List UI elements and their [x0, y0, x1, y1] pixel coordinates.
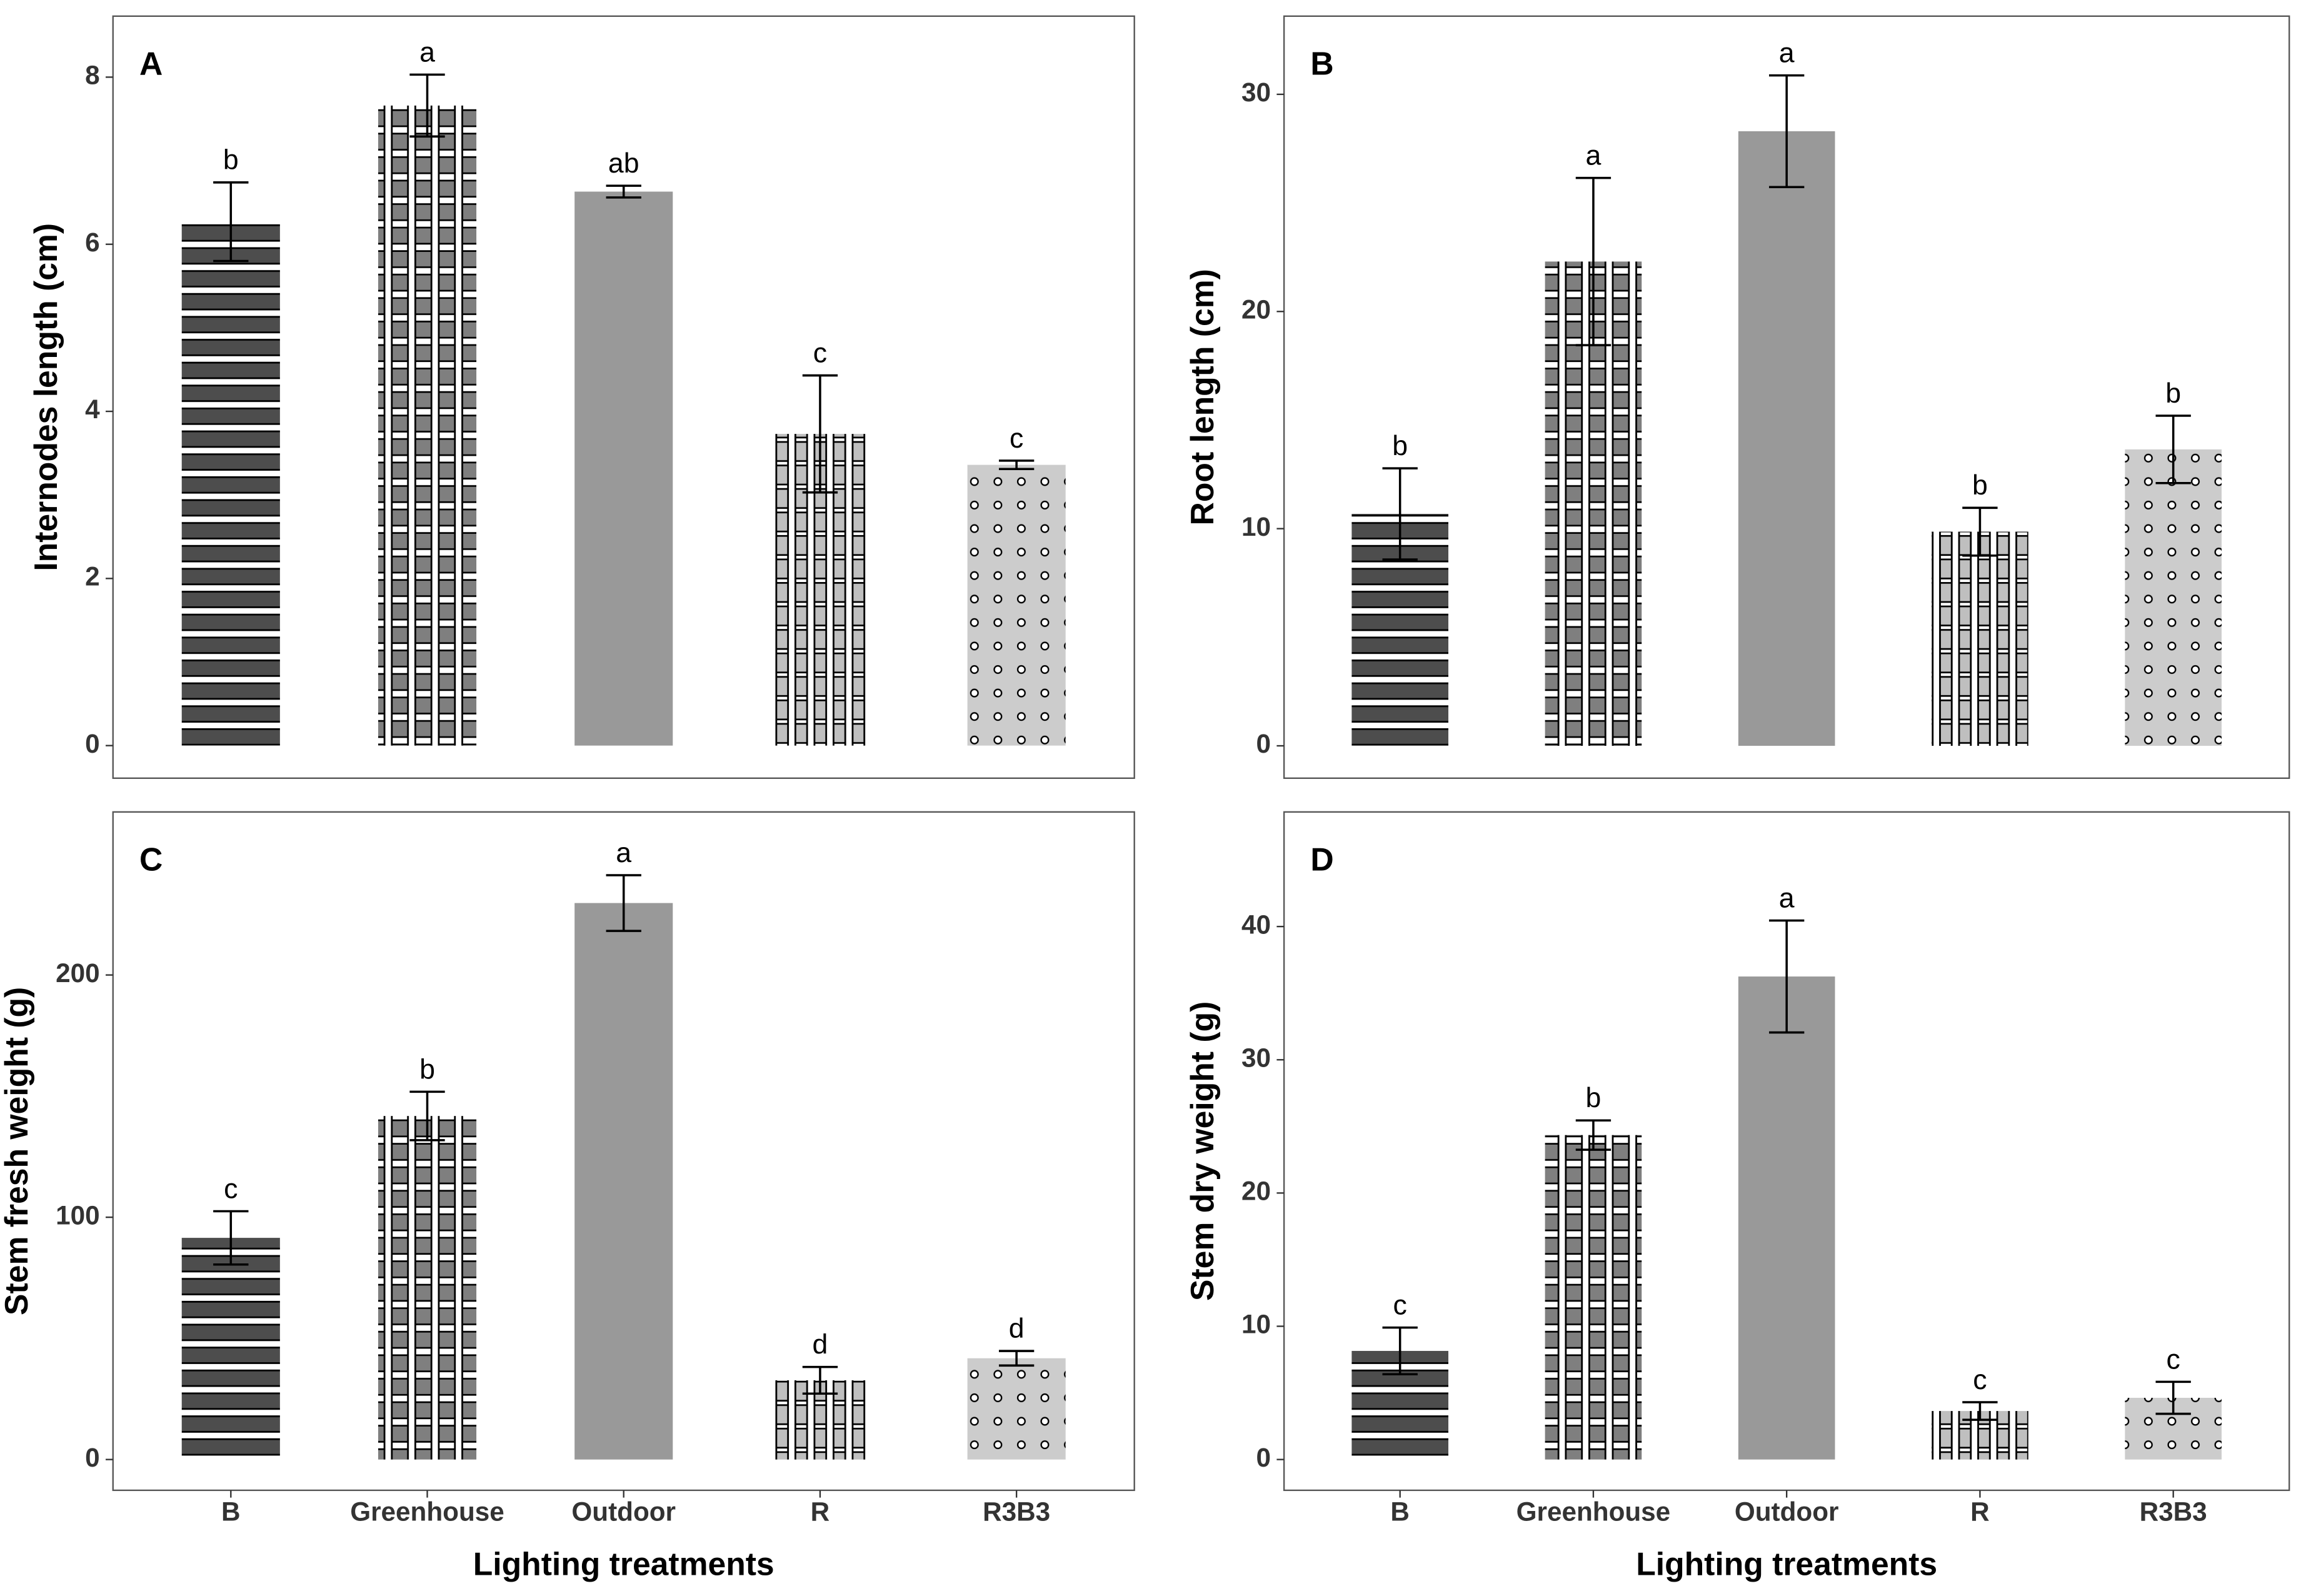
panel-label: B	[1310, 45, 1333, 81]
bar	[967, 464, 1066, 746]
plot-frame	[112, 15, 1135, 779]
significance-letter: c	[2167, 1344, 2180, 1375]
error-bar	[802, 374, 838, 494]
significance-letter: ab	[608, 148, 639, 179]
x-tick-label: Outdoor	[1735, 1497, 1839, 1527]
bar	[1932, 531, 2028, 746]
error-bar	[802, 1365, 838, 1395]
y-tick-label: 10	[1241, 512, 1271, 541]
x-tick-label: Outdoor	[571, 1497, 676, 1527]
x-axis-label: Lighting treatments	[473, 1546, 775, 1582]
y-tick-label: 200	[56, 958, 99, 988]
plot-frame	[1283, 15, 2290, 779]
y-axis-label: Internodes length (cm)	[28, 223, 64, 571]
y-tick-label: 2	[85, 562, 99, 591]
x-tick-label: R3B3	[983, 1497, 1050, 1527]
error-bar	[1575, 176, 1612, 346]
panel-label: C	[139, 841, 163, 877]
significance-letter: a	[419, 37, 435, 68]
significance-letter: b	[2165, 378, 2181, 409]
bar	[1738, 976, 1835, 1460]
error-bar	[998, 1350, 1035, 1367]
significance-letter: a	[1779, 38, 1795, 69]
significance-letter: b	[1586, 1083, 1602, 1113]
significance-letter: d	[813, 1330, 828, 1360]
y-tick-label: 6	[85, 228, 99, 257]
y-tick-label: 20	[1241, 1177, 1271, 1206]
bar	[378, 105, 477, 746]
significance-letter: c	[813, 338, 827, 368]
error-bar	[1962, 506, 1998, 557]
significance-letter: a	[616, 838, 631, 868]
x-tick-label: B	[1390, 1497, 1410, 1527]
y-tick-label: 8	[85, 61, 99, 90]
error-bar	[213, 1210, 249, 1266]
error-bar	[1769, 74, 1805, 188]
x-tick-label: Greenhouse	[1516, 1497, 1670, 1527]
error-bar	[2155, 1380, 2191, 1415]
bar	[181, 1238, 280, 1460]
x-tick-label: R	[811, 1497, 830, 1527]
error-bar	[213, 181, 249, 263]
significance-letter: c	[1973, 1365, 1987, 1395]
y-tick-label: 10	[1241, 1310, 1271, 1339]
error-bar	[409, 1090, 445, 1142]
error-bar	[1769, 919, 1805, 1034]
bar	[181, 221, 280, 746]
bar	[2125, 449, 2222, 746]
bar	[967, 1358, 1066, 1460]
x-tick-label: R3B3	[2140, 1497, 2207, 1527]
error-bar	[1382, 467, 1418, 561]
x-axis-label: Lighting treatments	[1636, 1546, 1937, 1582]
significance-letter: b	[419, 1054, 435, 1085]
y-tick-label: 0	[1256, 1443, 1271, 1472]
significance-letter: a	[1586, 141, 1602, 171]
significance-letter: c	[1393, 1290, 1407, 1321]
y-tick-label: 4	[85, 394, 100, 424]
y-tick-label: 0	[85, 729, 99, 758]
bar	[1545, 1135, 1642, 1460]
error-bar	[409, 73, 445, 138]
y-tick-label: 30	[1241, 1043, 1271, 1072]
y-tick-label: 20	[1241, 294, 1271, 324]
error-bar	[998, 459, 1035, 471]
y-axis-label: Stem dry weight (g)	[1184, 1001, 1220, 1301]
bar	[574, 903, 673, 1460]
bar	[378, 1116, 477, 1460]
error-bar	[1962, 1401, 1998, 1421]
y-axis-label: Root length (cm)	[1184, 269, 1220, 525]
bar	[574, 191, 673, 746]
significance-letter: d	[1009, 1313, 1025, 1344]
y-axis-label: Stem fresh weight (g)	[0, 987, 34, 1315]
y-tick-label: 0	[85, 1443, 99, 1472]
significance-letter: b	[223, 145, 239, 176]
x-tick-label: R	[1970, 1497, 1990, 1527]
error-bar	[606, 184, 641, 199]
y-tick-label: 40	[1241, 910, 1271, 939]
significance-letter: a	[1779, 883, 1795, 913]
significance-letter: b	[1972, 470, 1988, 501]
x-tick-label: Greenhouse	[350, 1497, 504, 1527]
bar	[1738, 131, 1835, 746]
y-tick-label: 30	[1241, 78, 1271, 107]
error-bar	[606, 874, 641, 932]
x-tick-label: B	[221, 1497, 241, 1527]
y-tick-label: 100	[56, 1200, 99, 1230]
error-bar	[2155, 414, 2191, 484]
error-bar	[1382, 1326, 1418, 1376]
significance-letter: c	[224, 1173, 238, 1204]
significance-letter: c	[1010, 423, 1023, 454]
significance-letter: b	[1392, 431, 1408, 461]
panel-label: D	[1310, 841, 1333, 877]
panel-label: A	[139, 45, 163, 81]
y-tick-label: 0	[1256, 729, 1271, 758]
error-bar	[1575, 1119, 1612, 1151]
